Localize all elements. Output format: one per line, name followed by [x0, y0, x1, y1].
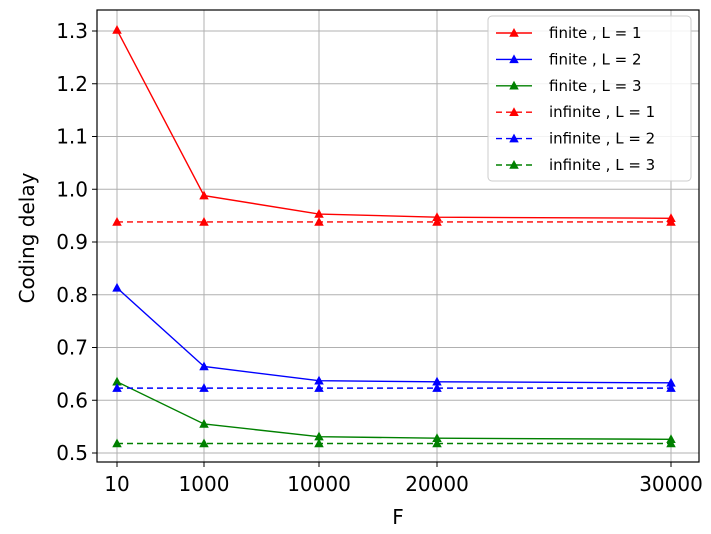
data-point-marker	[314, 209, 324, 218]
data-point-marker	[432, 383, 442, 392]
series-finite-l-2	[112, 282, 676, 387]
series-finite-l-3	[112, 376, 676, 444]
y-tick-label: 0.7	[56, 336, 88, 360]
data-point-marker	[432, 438, 442, 448]
data-point-marker	[314, 383, 324, 392]
data-point-marker	[199, 361, 209, 371]
data-point-marker	[112, 282, 122, 292]
data-point-marker	[432, 216, 442, 226]
y-tick-label: 1.0	[56, 177, 88, 201]
legend-label: infinite , L = 1	[549, 103, 655, 121]
data-point-marker	[112, 216, 122, 226]
legend-marker	[509, 54, 519, 64]
legend-marker	[509, 107, 519, 116]
data-point-marker	[314, 431, 324, 441]
data-point-marker	[314, 216, 324, 226]
legend-label: infinite , L = 3	[549, 156, 655, 174]
data-point-marker	[112, 438, 122, 448]
data-point-marker	[199, 190, 209, 200]
y-axis: 0.5 0.6 0.7 0.8 0.9 1.0 1.1 1.2 1.3	[56, 19, 97, 465]
data-point-marker	[112, 376, 122, 386]
series-group	[112, 24, 676, 448]
data-point-marker	[666, 383, 676, 392]
y-tick-label: 1.2	[56, 72, 88, 96]
legend-marker	[509, 160, 519, 169]
legend-label: infinite , L = 2	[549, 130, 655, 148]
y-tick-label: 1.3	[56, 19, 88, 43]
legend-label: finite , L = 3	[549, 77, 642, 95]
legend: finite , L = 1 finite , L = 2 finite , L =…	[487, 15, 692, 182]
x-tick-label: 1000	[179, 472, 230, 496]
legend-item: finite , L = 2	[496, 50, 642, 68]
y-tick-label: 0.9	[56, 230, 88, 254]
grid	[97, 10, 699, 462]
data-point-marker	[314, 375, 324, 385]
data-point-marker	[432, 376, 442, 386]
legend-item: finite , L = 3	[496, 77, 642, 95]
data-point-marker	[666, 438, 676, 448]
y-tick-label: 0.6	[56, 388, 88, 412]
legend-marker	[509, 133, 519, 143]
legend-item: infinite , L = 3	[496, 156, 655, 174]
x-axis: 10 1000 10000 20000 30000	[104, 462, 703, 496]
legend-item: finite , L = 1	[496, 24, 642, 42]
plot-frame	[96, 9, 700, 463]
data-point-marker	[432, 212, 442, 221]
y-tick-label: 1.1	[56, 125, 88, 149]
data-point-marker	[199, 438, 209, 448]
legend-marker	[509, 28, 519, 37]
y-axis-label: Coding delay	[15, 172, 39, 303]
legend-box	[487, 15, 692, 182]
x-tick-label: 30000	[639, 472, 703, 496]
data-point-marker	[112, 383, 122, 392]
x-axis-label: F	[392, 505, 404, 529]
series-finite-l-1	[112, 24, 676, 223]
data-point-marker	[432, 433, 442, 442]
x-tick-label: 10	[104, 472, 129, 496]
data-point-marker	[666, 216, 676, 226]
series-infinite-l-2	[112, 383, 676, 392]
data-point-marker	[199, 383, 209, 392]
x-tick-label: 10000	[287, 472, 351, 496]
data-point-marker	[199, 418, 209, 428]
y-tick-label: 0.8	[56, 283, 88, 307]
data-point-marker	[199, 216, 209, 226]
data-point-marker	[314, 438, 324, 448]
data-point-marker	[112, 24, 122, 34]
y-tick-label: 0.5	[56, 441, 88, 465]
data-point-marker	[666, 377, 676, 387]
legend-item: infinite , L = 2	[496, 130, 655, 148]
legend-label: finite , L = 1	[549, 24, 642, 42]
legend-marker	[509, 80, 519, 90]
x-tick-label: 20000	[405, 472, 469, 496]
series-infinite-l-3	[112, 438, 676, 448]
series-infinite-l-1	[112, 216, 676, 226]
legend-label: finite , L = 2	[549, 50, 642, 68]
legend-item: infinite , L = 1	[496, 103, 655, 121]
